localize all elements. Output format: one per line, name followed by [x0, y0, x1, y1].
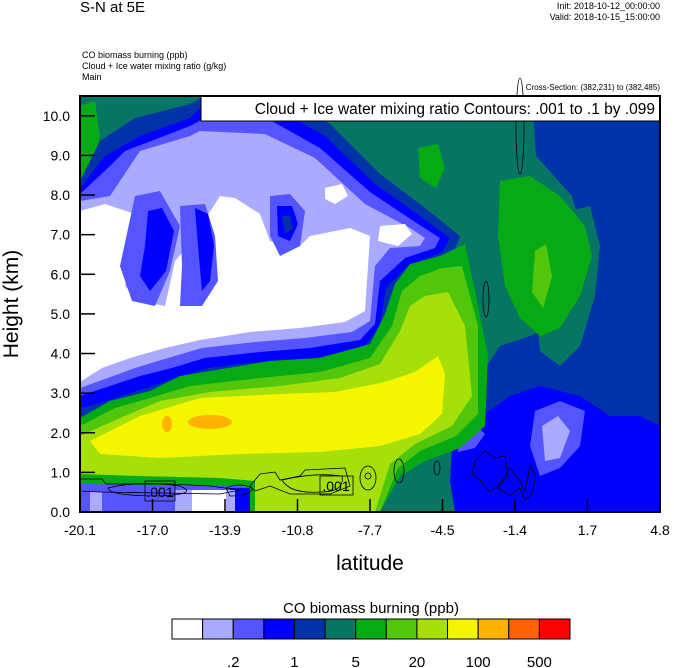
x-tick-label: -1.4: [503, 522, 527, 538]
colorbar-swatch: [232, 618, 265, 640]
contour-cloud-blue-finger2b: [195, 208, 214, 291]
colorbar-swatch: [171, 618, 204, 640]
cross-section-label: Cross-Section: (382,231) to (382,485): [525, 83, 660, 92]
contour-cloud-darkblue-blob: [282, 216, 293, 234]
plot-title: S-N at 5E: [80, 0, 146, 16]
plot-frame: [79, 95, 661, 513]
contour-label-box: [144, 480, 176, 502]
y-tick-label: 10.0: [43, 108, 70, 124]
cloud-contour-line: [515, 77, 525, 175]
field-label-main: Main: [82, 72, 102, 82]
x-tick-label: -17.0: [137, 522, 169, 538]
x-tick-label: 1.7: [578, 522, 598, 538]
cloud-contour-line: [281, 474, 343, 493]
colorbar-swatch: [355, 618, 387, 640]
contour-co-orange1: [162, 416, 172, 432]
colorbar-swatch: [416, 618, 449, 640]
contour-info-text: Cloud + Ice water mixing ratio Contours:…: [255, 101, 655, 118]
y-tick-labels: 0.0 1.0 2.0 3.0 4.0 5.0 6.0 7.0 8.0 9.0 10.0: [43, 108, 70, 520]
contour-bottom-white: [192, 490, 226, 512]
filled-contours: [80, 96, 660, 512]
colorbar-title: CO biomass burning (ppb): [283, 600, 459, 617]
y-tick-label: 7.0: [51, 227, 71, 243]
contour-right-lightgreen: [532, 244, 552, 308]
colorbar-swatch: [538, 618, 571, 640]
cloud-contour-line: [107, 483, 187, 497]
colorbar-swatch: [202, 618, 234, 640]
y-tick-label: 6.0: [51, 266, 71, 282]
colorbar-label: 1: [290, 654, 298, 668]
cloud-contour-line: [79, 478, 241, 495]
colorbar-swatch: [385, 618, 418, 640]
colorbar-label: 100: [466, 654, 491, 668]
y-tick-label: 8.0: [51, 187, 71, 203]
colorbar-label: 500: [527, 654, 552, 668]
x-tick-label: -10.8: [282, 522, 314, 538]
y-tick-label: 0.0: [51, 504, 71, 520]
cloud-contour-line: [482, 280, 490, 318]
contour-cloud-white: [80, 196, 370, 382]
axis-ticks: [79, 115, 661, 513]
field-label-co: CO biomass burning (ppb): [82, 50, 188, 60]
cloud-contour-line: [359, 465, 377, 491]
cloud-contour-line: [364, 472, 372, 480]
colorbar-label: 5: [352, 654, 360, 668]
x-tick-label: -13.9: [209, 522, 241, 538]
cloud-contour-line: [249, 467, 351, 495]
init-time: Init: 2018-10-12_00:00:00: [556, 1, 660, 11]
colorbar-swatch: [508, 618, 540, 640]
x-tick-labels: -20.1 -17.0 -13.9 -10.8 -7.7 -4.5 -1.4 1.7 4.8: [64, 522, 670, 538]
cloud-contour-line: [471, 450, 537, 501]
contour-bottom-lightblue2: [90, 492, 102, 512]
colorbar-label: .2: [227, 654, 240, 668]
colorbar-swatch: [324, 618, 357, 640]
line-contours: [79, 77, 537, 501]
x-tick-label: -7.7: [358, 522, 382, 538]
y-axis-label: Height (km): [0, 250, 23, 359]
colorbar-swatch: [263, 618, 295, 640]
x-axis-label: latitude: [336, 552, 404, 575]
y-tick-label: 4.0: [51, 346, 71, 362]
cloud-contour-line: [393, 458, 405, 484]
contour-co-yellow: [90, 356, 445, 458]
colorbar-swatch: [447, 618, 479, 640]
contour-label-box: [319, 475, 354, 496]
contour-cloud-white-patch: [325, 184, 348, 204]
y-tick-label: 3.0: [51, 385, 71, 401]
colorbar-swatch: [477, 618, 510, 640]
x-tick-label: 4.8: [650, 522, 670, 538]
field-label-cloud: Cloud + Ice water mixing ratio (g/kg): [82, 61, 227, 71]
x-tick-label: -4.5: [430, 522, 454, 538]
contour-label: .001: [146, 484, 173, 500]
y-tick-label: 2.0: [51, 425, 71, 441]
cloud-contour-line: [433, 460, 441, 476]
contour-co-orange2: [188, 415, 232, 429]
plot-area: .001 .001 Cloud + Ice water mixing ratio…: [79, 77, 661, 513]
contour-cloud-blue-finger1b: [140, 208, 174, 291]
colorbar-label: 20: [409, 654, 426, 668]
colorbar: .2 1 5 20 100 500: [171, 618, 571, 668]
valid-time: Valid: 2018-10-15_15:00:00: [549, 12, 660, 22]
contour-top-green: [418, 144, 445, 188]
contour-label: .001: [322, 478, 349, 494]
y-tick-label: 9.0: [51, 147, 71, 163]
y-tick-label: 1.0: [51, 464, 71, 480]
contour-br-lightblue: [542, 416, 570, 461]
contour-cloud-white-patch2: [378, 224, 412, 246]
colorbar-swatch: [293, 618, 326, 640]
x-tick-label: -20.1: [64, 522, 96, 538]
y-tick-label: 5.0: [51, 306, 71, 322]
